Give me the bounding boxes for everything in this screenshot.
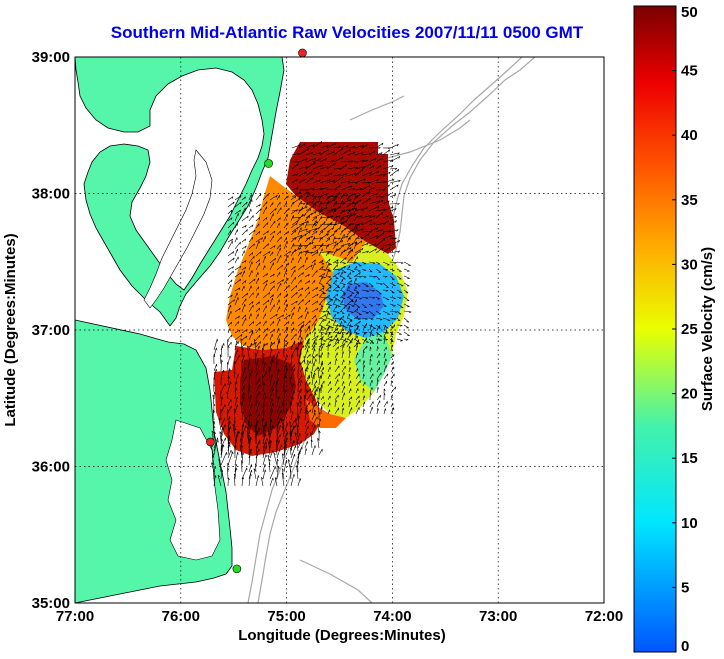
colorbar-tick-label: 45 — [681, 63, 698, 80]
plot-frame — [74, 56, 605, 604]
radar-station-marker — [264, 159, 273, 168]
x-tick-label: 72:00 — [585, 608, 623, 625]
colorbar-tick-label: 20 — [681, 386, 698, 403]
velocity-field-eddy-core — [342, 282, 384, 320]
y-tick-label: 38:00 — [32, 186, 70, 203]
colorbar — [633, 5, 677, 653]
colorbar-tick-label: 0 — [681, 638, 689, 655]
colorbar-tick-label: 5 — [681, 579, 689, 596]
x-tick-label: 74:00 — [373, 608, 411, 625]
radar-station-marker — [298, 48, 307, 58]
y-tick-label: 39:00 — [32, 49, 70, 66]
radar-stations — [206, 48, 307, 574]
x-axis-ticks: 77:00 76:00 75:00 74:00 73:00 72:00 — [56, 608, 623, 625]
x-tick-label: 73:00 — [479, 608, 517, 625]
y-tick-label: 37:00 — [32, 322, 70, 339]
colorbar-tick-label: 50 — [681, 4, 698, 21]
radar-station-marker — [232, 564, 242, 574]
x-tick-label: 75:00 — [267, 608, 305, 625]
velocity-field-west — [226, 176, 366, 350]
x-tick-label: 77:00 — [56, 608, 94, 625]
vector-arrows — [210, 141, 412, 487]
y-axis-label: Latitude (Degrees:Minutes) — [2, 233, 19, 426]
chesapeake-bay — [143, 149, 213, 309]
velocity-field-south-core — [240, 356, 296, 436]
colorbar-tick-label: 35 — [681, 192, 698, 209]
velocity-field-southeast — [306, 400, 346, 428]
colorbar-tick-label: 30 — [681, 256, 698, 273]
colorbar-ticks: 0 5 10 15 20 25 30 35 40 45 50 — [672, 4, 698, 655]
x-tick-label: 76:00 — [162, 608, 200, 625]
y-tick-label: 35:00 — [32, 595, 70, 612]
pamlico-sound — [165, 419, 221, 561]
map-title: Southern Mid-Atlantic Raw Velocities 200… — [110, 23, 584, 42]
y-axis-ticks: 39:00 38:00 37:00 36:00 35:00 — [32, 49, 70, 612]
colorbar-tick-label: 40 — [681, 127, 698, 144]
x-axis-label: Longitude (Degrees:Minutes) — [238, 627, 446, 644]
colorbar-tick-label: 25 — [681, 321, 698, 338]
colorbar-label: Surface Velocity (cm/s) — [699, 247, 716, 411]
grid-lines — [75, 57, 604, 603]
land-mass — [75, 57, 285, 327]
y-tick-label: 36:00 — [32, 459, 70, 476]
colorbar-tick-label: 15 — [681, 450, 698, 467]
radar-station-marker — [206, 437, 215, 447]
velocity-vectors — [210, 141, 412, 487]
colorbar-tick-label: 10 — [681, 515, 698, 532]
